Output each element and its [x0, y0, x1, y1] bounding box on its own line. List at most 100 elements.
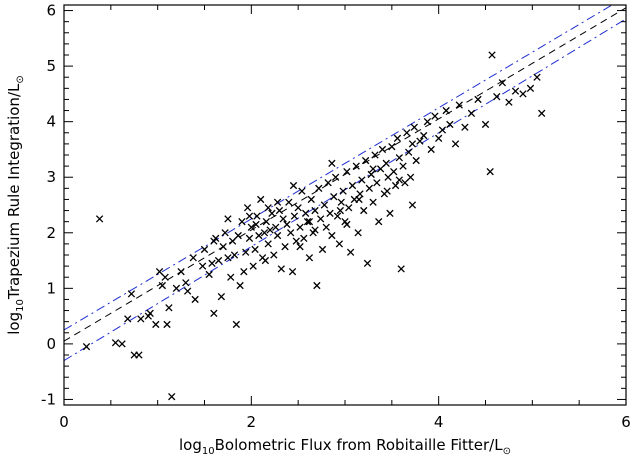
y-axis-label-prefix: log [5, 312, 23, 335]
data-point [249, 262, 257, 270]
data-point [300, 234, 308, 242]
data-point [245, 212, 254, 220]
data-point [210, 237, 218, 245]
data-point [330, 193, 338, 201]
data-point [307, 195, 315, 204]
data-point [210, 309, 218, 317]
data-point [386, 209, 394, 217]
data-point [144, 312, 152, 320]
data-point [82, 343, 91, 351]
data-point [182, 279, 190, 287]
data-point [183, 287, 192, 295]
data-point [287, 229, 295, 237]
data-point [224, 254, 232, 262]
x-axis-label-subscript: 10 [202, 446, 215, 457]
data-points [82, 51, 546, 401]
y-tick-label: 4 [46, 113, 56, 131]
data-point [498, 79, 507, 87]
data-point [403, 129, 411, 137]
data-point [336, 206, 344, 215]
data-point [224, 215, 232, 223]
data-point [442, 106, 450, 115]
x-tick-label: 4 [434, 413, 444, 431]
data-point [354, 229, 362, 237]
data-point [324, 179, 332, 187]
data-point [255, 231, 263, 240]
data-point [289, 181, 298, 190]
data-point [397, 265, 405, 273]
y-tick-label: 2 [46, 224, 56, 242]
data-point [355, 195, 363, 204]
data-point [305, 254, 314, 262]
data-point [296, 243, 304, 251]
data-point [318, 245, 327, 254]
data-point [369, 198, 377, 206]
data-point [165, 304, 173, 312]
data-point [313, 281, 321, 290]
data-point [272, 223, 280, 231]
data-point [257, 195, 265, 204]
data-point [371, 151, 379, 159]
data-point [410, 123, 418, 131]
data-point [367, 170, 375, 179]
data-point [214, 256, 223, 265]
data-point [152, 320, 160, 329]
x-tick-label: 6 [621, 413, 631, 431]
data-point [488, 51, 496, 59]
data-point [358, 176, 366, 184]
data-point [486, 168, 494, 176]
data-point [227, 273, 235, 281]
data-point [451, 140, 460, 148]
data-point [251, 245, 259, 254]
data-point [273, 231, 282, 240]
data-point [294, 204, 302, 212]
y-tick-label: 0 [46, 335, 56, 353]
data-point [401, 179, 409, 187]
data-point [163, 320, 171, 329]
data-point [273, 198, 282, 206]
data-point [335, 240, 344, 248]
data-point [511, 87, 520, 95]
data-point [137, 315, 145, 323]
data-point [208, 259, 216, 267]
data-point [519, 90, 527, 98]
data-point [234, 231, 242, 240]
data-point [493, 93, 501, 101]
y-tick-label: 1 [46, 279, 56, 297]
data-point [279, 215, 287, 223]
data-point [232, 320, 241, 329]
data-point [408, 140, 417, 148]
data-point [435, 134, 443, 142]
x-axis-label-sun-subscript: ⊙ [503, 446, 511, 457]
data-point [168, 393, 176, 401]
data-point [526, 84, 535, 92]
data-point [230, 251, 239, 259]
data-point [365, 184, 374, 192]
data-point [461, 123, 469, 131]
data-point [316, 215, 325, 223]
y-tick-label: -1 [41, 390, 56, 408]
y-axis-label-sun-subscript: ⊙ [15, 75, 26, 83]
data-point [331, 173, 340, 181]
data-point [118, 340, 126, 348]
data-point [252, 220, 260, 229]
data-point [290, 212, 299, 220]
data-point [333, 212, 342, 220]
data-point [373, 179, 381, 187]
data-point [264, 204, 272, 212]
data-point [322, 223, 330, 231]
data-point [481, 120, 490, 129]
data-point [356, 190, 364, 198]
data-point [242, 248, 250, 256]
data-point [311, 206, 319, 215]
data-point [383, 187, 391, 195]
data-point [363, 259, 372, 267]
axis-ticks [63, 5, 627, 405]
x-axis-label-prefix: log [179, 436, 202, 454]
data-point [384, 173, 392, 181]
data-point [270, 251, 278, 259]
data-point [205, 270, 213, 279]
data-point [268, 209, 276, 217]
data-point [390, 168, 398, 176]
